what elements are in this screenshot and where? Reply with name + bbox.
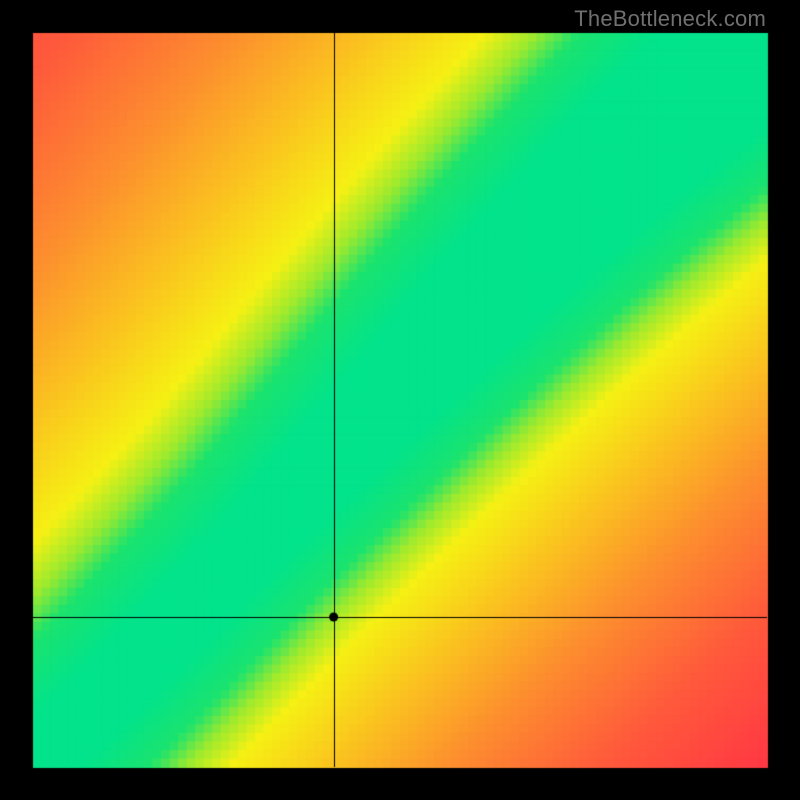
watermark-text: TheBottleneck.com [574, 6, 766, 32]
chart-container: TheBottleneck.com [0, 0, 800, 800]
heatmap-canvas [0, 0, 800, 800]
